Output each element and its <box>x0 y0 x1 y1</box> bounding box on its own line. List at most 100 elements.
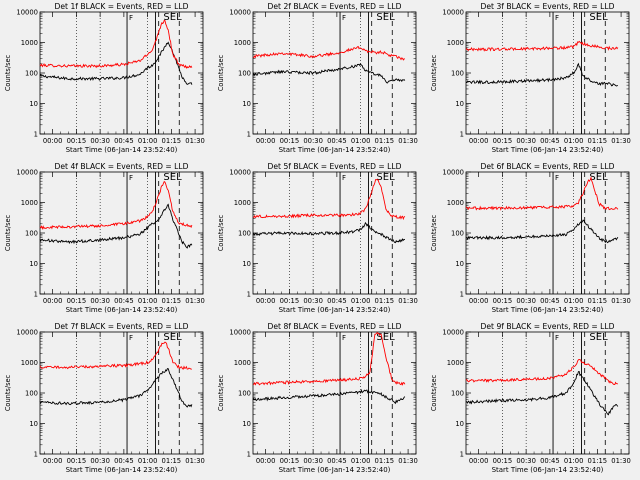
chart-title: Det 8f BLACK = Events, RED = LLD <box>268 322 402 331</box>
x-axis-label: Start Time (06-Jan-14 23:52:40) <box>66 306 178 314</box>
y-tick-label: 100 <box>238 230 251 238</box>
events-series-line <box>39 41 193 85</box>
events-series-line <box>465 219 619 244</box>
x-tick-label: 00:00 <box>256 137 276 145</box>
interval-label-f: F <box>129 334 133 342</box>
interval-label-sel: SEL <box>163 332 182 343</box>
x-tick-label: 01:15 <box>588 457 608 465</box>
x-tick-label: 00:00 <box>43 457 63 465</box>
y-tick-label: 100 <box>451 70 464 78</box>
x-tick-label: 00:45 <box>327 137 347 145</box>
events-series-line <box>39 203 193 249</box>
detector-chart-8: Det 8f BLACK = Events, RED = LLD 1 10 100 10… <box>217 322 418 474</box>
x-tick-label: 01:00 <box>138 457 158 465</box>
x-tick-label: 00:45 <box>540 297 560 305</box>
detector-panel-6: Det 6f BLACK = Events, RED = LLD 1 10 100 10… <box>426 160 639 320</box>
x-axis-label: Start Time (06-Jan-14 23:52:40) <box>492 146 604 154</box>
interval-label-f: F <box>342 174 346 182</box>
x-tick-label: 00:15 <box>67 457 87 465</box>
x-axis-label: Start Time (06-Jan-14 23:52:40) <box>66 146 178 154</box>
chart-title: Det 5f BLACK = Events, RED = LLD <box>268 162 402 171</box>
x-tick-label: 01:00 <box>564 137 584 145</box>
y-tick-label: 100 <box>451 230 464 238</box>
y-tick-label: 100 <box>25 70 38 78</box>
y-tick-label: 10000 <box>229 169 251 177</box>
chart-title: Det 1f BLACK = Events, RED = LLD <box>55 2 189 11</box>
x-tick-label: 00:30 <box>90 457 110 465</box>
x-tick-label: 00:00 <box>256 457 276 465</box>
interval-label-sel: SEL <box>589 332 608 343</box>
y-tick-label: 10000 <box>442 9 464 17</box>
x-tick-label: 01:30 <box>611 457 631 465</box>
detector-chart-7: Det 7f BLACK = Events, RED = LLD 1 10 100 10… <box>4 322 205 474</box>
y-tick-label: 1000 <box>447 39 464 47</box>
detector-panel-8: Det 8f BLACK = Events, RED = LLD 1 10 100 10… <box>213 320 426 480</box>
x-tick-label: 00:15 <box>493 457 513 465</box>
x-tick-label: 01:00 <box>351 297 371 305</box>
x-tick-label: 00:15 <box>493 137 513 145</box>
y-tick-label: 10000 <box>229 9 251 17</box>
y-tick-label: 1 <box>460 131 464 139</box>
y-tick-label: 1000 <box>21 39 38 47</box>
interval-label-sel: SEL <box>163 172 182 183</box>
detector-chart-6: Det 6f BLACK = Events, RED = LLD 1 10 100 10… <box>430 162 631 314</box>
y-tick-label: 10 <box>455 260 464 268</box>
x-tick-label: 01:30 <box>398 297 418 305</box>
plot-frame <box>465 11 630 135</box>
x-tick-label: 00:30 <box>516 297 536 305</box>
x-tick-label: 01:15 <box>162 457 182 465</box>
detector-chart-1: Det 1f BLACK = Events, RED = LLD 1 10 100 10… <box>4 2 205 154</box>
y-tick-label: 10000 <box>16 9 38 17</box>
chart-title: Det 9f BLACK = Events, RED = LLD <box>481 322 615 331</box>
lld-series-line <box>465 40 619 52</box>
x-tick-label: 01:30 <box>185 297 205 305</box>
x-tick-label: 01:30 <box>185 137 205 145</box>
x-tick-label: 01:15 <box>162 297 182 305</box>
x-tick-label: 00:30 <box>303 297 323 305</box>
x-tick-label: 01:15 <box>588 297 608 305</box>
events-series-line <box>39 368 193 408</box>
chart-title: Det 2f BLACK = Events, RED = LLD <box>268 2 402 11</box>
x-tick-label: 00:30 <box>516 137 536 145</box>
detector-panel-4: Det 4f BLACK = Events, RED = LLD 1 10 100 10… <box>0 160 213 320</box>
y-axis-label: Counts/sec <box>4 374 12 411</box>
x-axis-label: Start Time (06-Jan-14 23:52:40) <box>492 466 604 474</box>
y-axis-label: Counts/sec <box>4 54 12 91</box>
detector-chart-9: Det 9f BLACK = Events, RED = LLD 1 10 100 10… <box>430 322 631 474</box>
y-tick-label: 1 <box>247 451 251 459</box>
detector-chart-3: Det 3f BLACK = Events, RED = LLD 1 10 100 10… <box>430 2 631 154</box>
x-tick-label: 00:30 <box>516 457 536 465</box>
x-tick-label: 00:15 <box>493 297 513 305</box>
x-tick-label: 01:00 <box>138 137 158 145</box>
interval-label-f: F <box>555 174 559 182</box>
x-tick-label: 00:45 <box>114 457 134 465</box>
interval-label-sel: SEL <box>376 12 395 23</box>
x-tick-label: 00:30 <box>90 297 110 305</box>
y-tick-label: 10 <box>29 100 38 108</box>
y-tick-label: 1000 <box>21 359 38 367</box>
x-tick-label: 00:30 <box>303 137 323 145</box>
x-tick-label: 00:30 <box>303 457 323 465</box>
y-tick-label: 1 <box>34 291 38 299</box>
lld-series-line <box>252 331 406 386</box>
x-tick-label: 00:15 <box>67 297 87 305</box>
x-tick-label: 00:30 <box>90 137 110 145</box>
y-tick-label: 10 <box>242 100 251 108</box>
y-tick-label: 100 <box>25 230 38 238</box>
chart-title: Det 6f BLACK = Events, RED = LLD <box>481 162 615 171</box>
y-tick-label: 1 <box>247 291 251 299</box>
x-tick-label: 01:00 <box>564 297 584 305</box>
chart-title: Det 4f BLACK = Events, RED = LLD <box>55 162 189 171</box>
interval-label-sel: SEL <box>589 172 608 183</box>
y-tick-label: 10000 <box>16 329 38 337</box>
y-tick-label: 100 <box>238 390 251 398</box>
x-tick-label: 01:00 <box>564 457 584 465</box>
y-tick-label: 10 <box>455 420 464 428</box>
x-tick-label: 00:00 <box>43 297 63 305</box>
y-tick-label: 10000 <box>442 169 464 177</box>
detector-panel-9: Det 9f BLACK = Events, RED = LLD 1 10 100 10… <box>426 320 639 480</box>
detector-panel-2: Det 2f BLACK = Events, RED = LLD 1 10 100 10… <box>213 0 426 160</box>
x-tick-label: 01:30 <box>398 137 418 145</box>
x-axis-label: Start Time (06-Jan-14 23:52:40) <box>279 146 391 154</box>
